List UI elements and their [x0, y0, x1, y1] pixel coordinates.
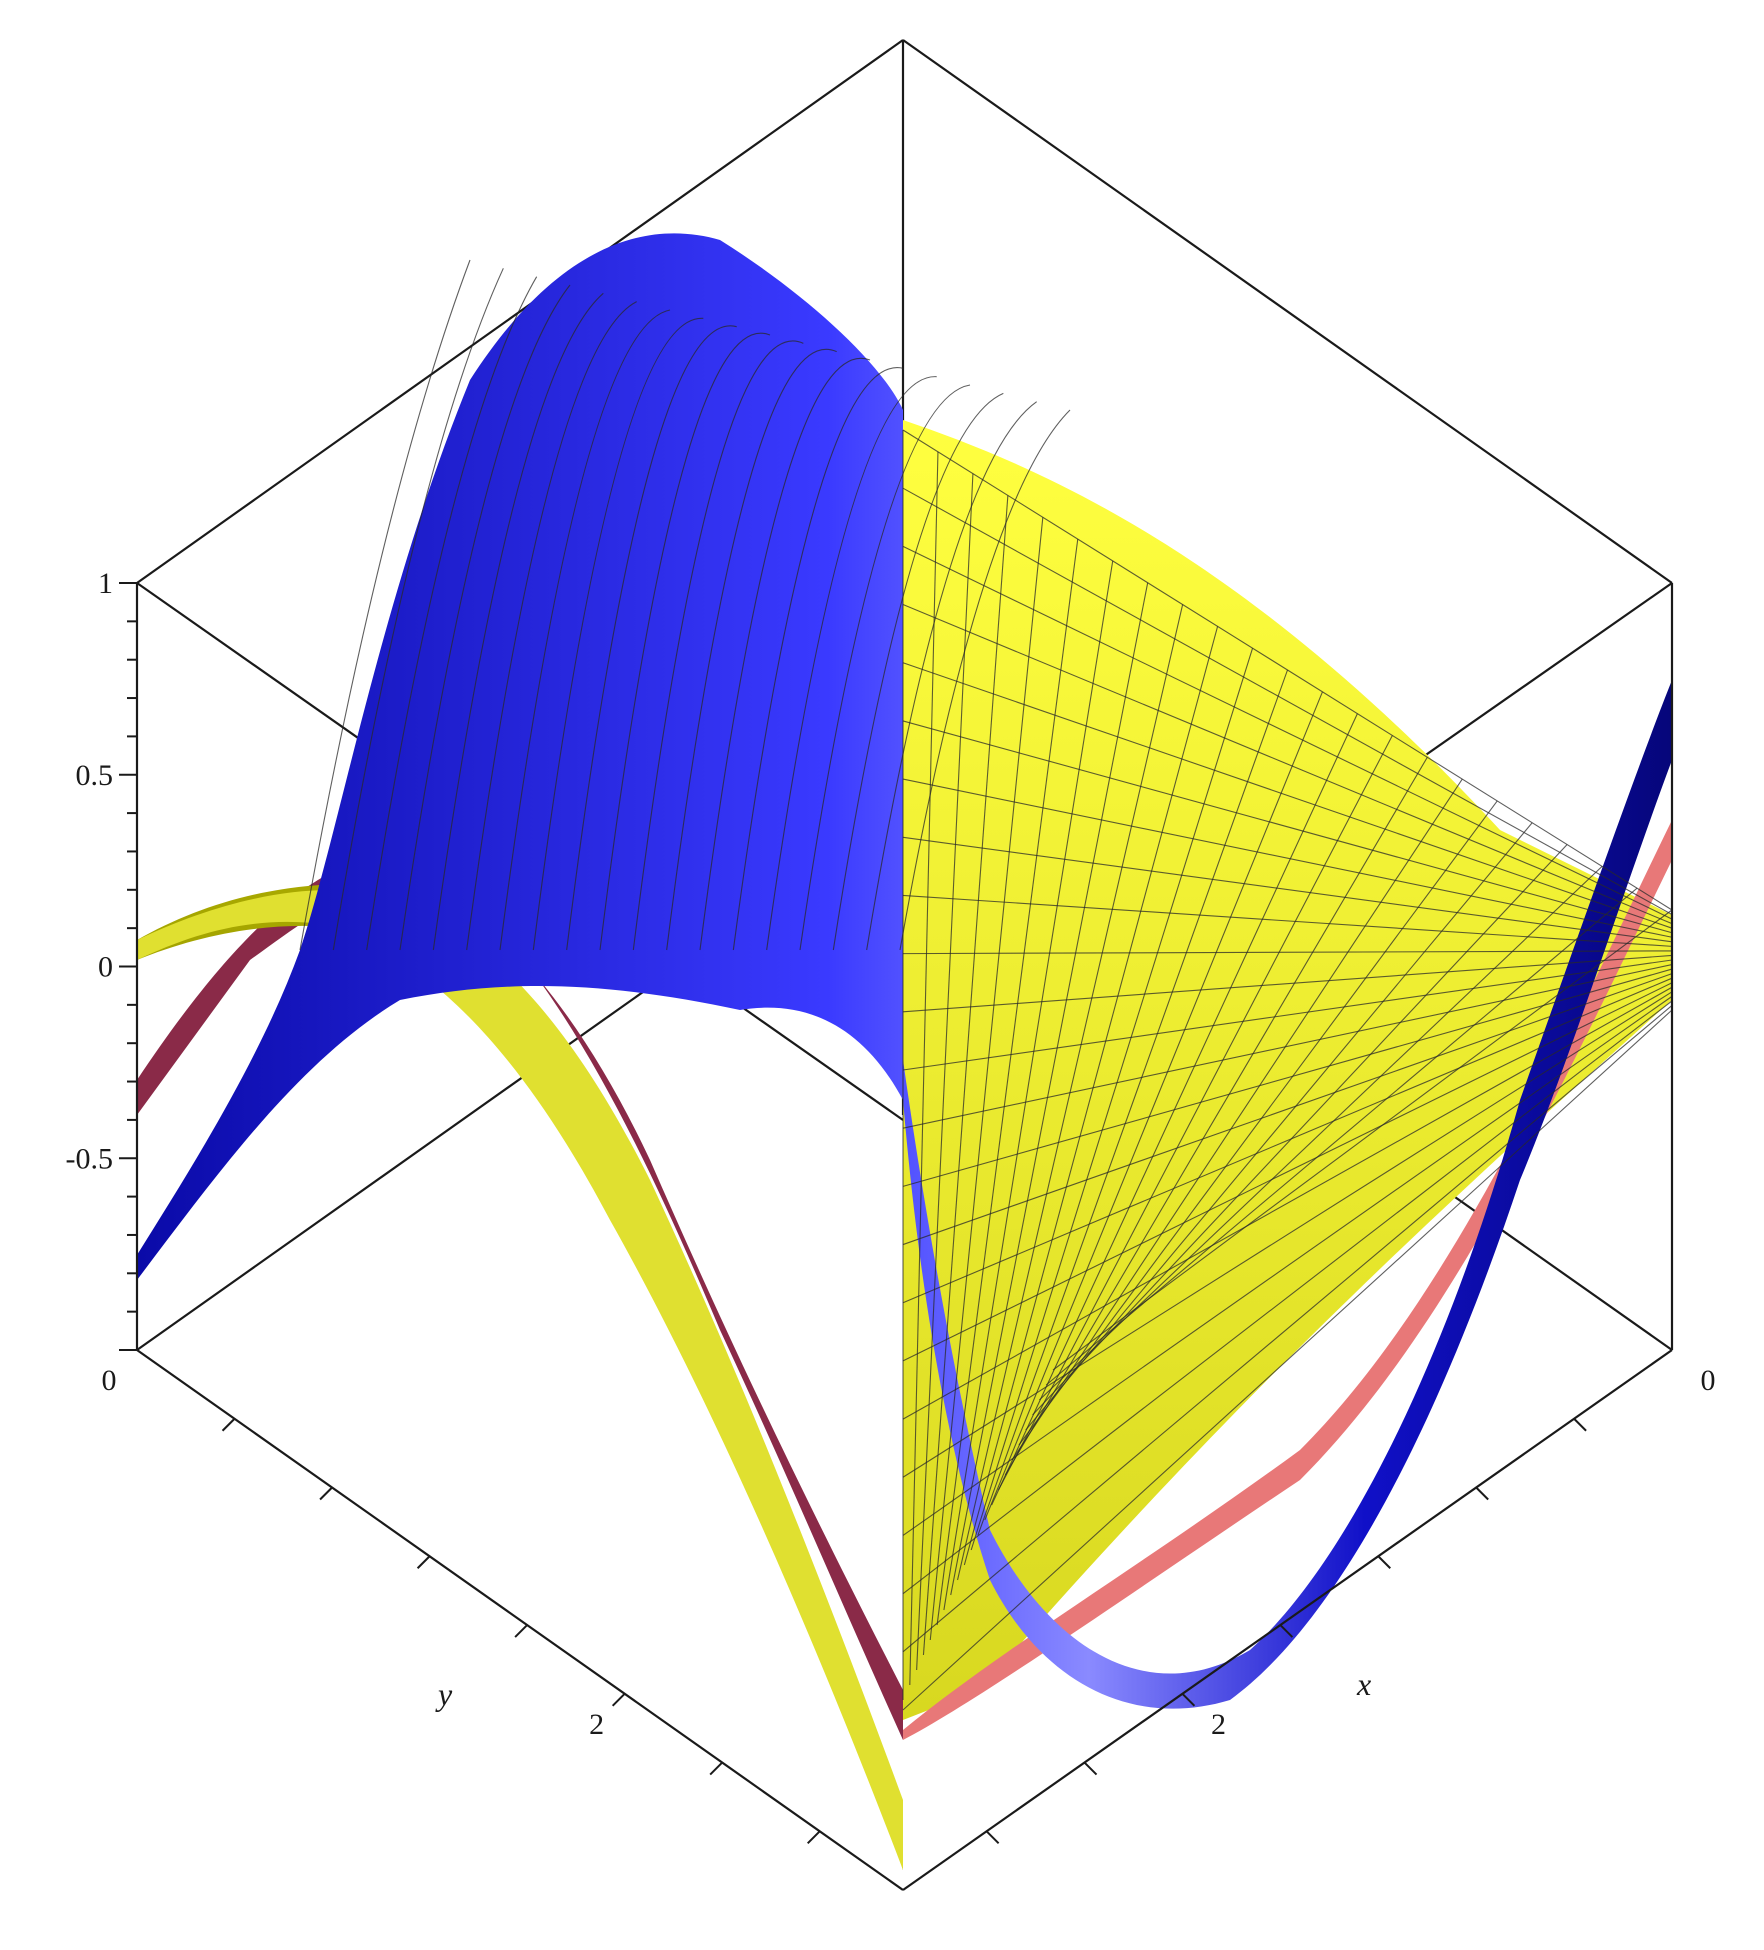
mesh-line [566, 325, 737, 951]
box-edge [902, 1349, 1673, 1891]
x-tick-label: 0 [1701, 1364, 1716, 1397]
surfaces [137, 233, 1672, 1870]
mesh-line [499, 309, 671, 951]
mesh-line [902, 487, 1673, 916]
mesh-line [399, 284, 571, 951]
x-tick [1181, 1693, 1196, 1707]
mesh-line [902, 991, 1673, 1478]
mesh-line [902, 973, 1673, 1246]
yellow-surface-front-top [137, 890, 903, 1870]
mesh-line [332, 268, 504, 951]
x-tick [1573, 1418, 1587, 1432]
mesh-line [902, 950, 1673, 955]
mesh-line [977, 669, 1289, 1536]
yellow-surface-back [903, 420, 1672, 1720]
mesh-line [963, 626, 1219, 1566]
blue-surface [137, 233, 1672, 1709]
mesh-line [699, 357, 871, 951]
mesh-line [599, 332, 771, 951]
y-tick-label: 0 [102, 1364, 117, 1397]
y-tick [514, 1624, 528, 1638]
y-tick [709, 1761, 723, 1776]
bounding-box-front [135, 583, 1674, 1891]
x-tick [1279, 1624, 1294, 1638]
z-tick-label: 0.5 [76, 759, 114, 792]
z-tick-label: 0 [98, 951, 113, 984]
mesh-line [902, 954, 1673, 1013]
mesh-line [943, 560, 1114, 1611]
mesh-line [902, 1009, 1673, 1711]
box-edge [902, 39, 1673, 584]
mesh-line [936, 539, 1079, 1626]
mesh-line [1018, 800, 1498, 1446]
mesh-line [902, 977, 1673, 1304]
mesh-line [902, 836, 1673, 943]
mesh-line [902, 1000, 1673, 1595]
box-edge [136, 39, 904, 584]
mesh-line [899, 409, 1071, 951]
mesh-line [666, 348, 837, 951]
mesh-line [902, 1005, 1673, 1653]
x-tick-label: 2 [1211, 1708, 1226, 1741]
y-axis-label: y [435, 1676, 453, 1712]
y-tick [416, 1555, 431, 1569]
y-tick [221, 1418, 236, 1432]
mesh-line [909, 451, 939, 1686]
y-axis: 02 [102, 1364, 821, 1844]
mesh-line [970, 648, 1254, 1551]
mesh-line [299, 259, 471, 951]
mesh-line [766, 376, 937, 951]
mesh-line [902, 982, 1673, 1362]
mesh-line [1032, 844, 1568, 1416]
z-tick-label: -0.5 [66, 1142, 114, 1175]
y-tick [319, 1486, 333, 1501]
mesh-line [922, 495, 1009, 1656]
mesh-line [532, 317, 704, 951]
x-tick [1475, 1486, 1489, 1501]
mesh-line [432, 292, 604, 951]
mesh-line [799, 384, 971, 951]
mesh-line [902, 995, 1673, 1536]
y-tick [807, 1830, 821, 1844]
mesh-line [366, 276, 538, 951]
mesh-line [984, 691, 1323, 1521]
mesh-line [832, 392, 1004, 951]
z-axis: 1 0.5 0 -0.5 [66, 567, 137, 1351]
surface-mesh [299, 259, 1673, 1711]
mesh-line [1025, 822, 1533, 1431]
mesh-line [902, 968, 1673, 1187]
mesh-line [916, 473, 974, 1671]
mesh-line [866, 401, 1037, 951]
mesh-line [902, 720, 1673, 934]
mesh-line [902, 986, 1673, 1420]
mesh-line [902, 778, 1673, 938]
z-tick-label: 1 [98, 567, 113, 600]
mesh-line [1004, 756, 1428, 1476]
x-tick [985, 1830, 1000, 1844]
mesh-line [902, 662, 1673, 929]
y-tick-label: 2 [589, 1708, 604, 1741]
mesh-line [732, 367, 904, 951]
mesh-line [466, 301, 637, 951]
x-axis: 02 [985, 1364, 1716, 1844]
mesh-line [902, 545, 1673, 920]
box-edge [136, 1349, 904, 1891]
mesh-line [902, 964, 1673, 1129]
y-tick [611, 1693, 626, 1707]
pink-surface [903, 420, 1672, 1740]
x-axis-label: x [1356, 1666, 1371, 1702]
mesh-line [902, 959, 1673, 1071]
mesh-line [902, 604, 1673, 925]
mesh-line [632, 340, 804, 951]
x-tick [1083, 1761, 1098, 1776]
mesh-line [997, 735, 1393, 1491]
mesh-line [902, 429, 1673, 911]
x-tick [1377, 1555, 1391, 1569]
mesh-line [1011, 778, 1463, 1461]
mesh-line [902, 894, 1673, 947]
